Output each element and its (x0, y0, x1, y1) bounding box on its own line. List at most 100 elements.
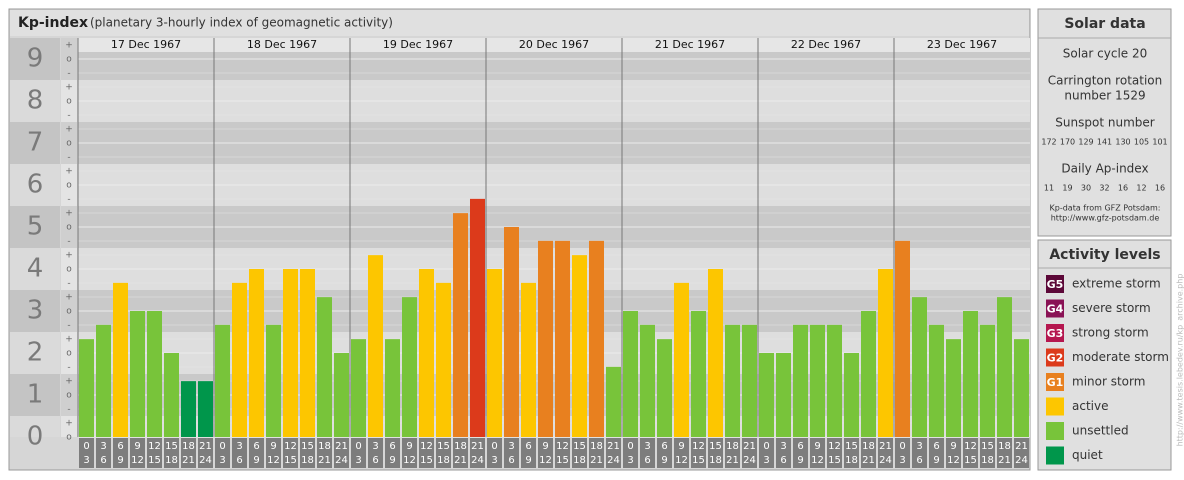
bar (487, 269, 502, 437)
hour-label: 9 (253, 455, 259, 466)
hour-box (980, 438, 995, 468)
hour-label: 9 (117, 455, 123, 466)
bar (504, 227, 519, 437)
day-label: 23 Dec 1967 (927, 38, 997, 51)
hour-label: 18 (301, 455, 314, 466)
hour-box (266, 438, 281, 468)
hour-box (878, 438, 893, 468)
day-label: 21 Dec 1967 (655, 38, 725, 51)
hour-box (334, 438, 349, 468)
bar (368, 255, 383, 437)
hour-label: 15 (148, 455, 161, 466)
hour-label: 0 (219, 441, 225, 452)
hour-box (419, 438, 434, 468)
subtick-label: o (66, 55, 72, 65)
bar (640, 324, 655, 437)
hour-box (470, 438, 485, 468)
hour-box (640, 438, 655, 468)
band-sub-bg (61, 290, 77, 332)
legend-swatch (1046, 299, 1064, 318)
band-sub-bg (61, 122, 77, 164)
hour-box (1014, 438, 1029, 468)
hour-label: 6 (644, 455, 650, 466)
hour-box (351, 438, 366, 468)
legend-swatch (1046, 348, 1064, 367)
day-label: 20 Dec 1967 (519, 38, 589, 51)
hour-label: 15 (556, 455, 569, 466)
bar (470, 198, 485, 437)
sunspot-title: Sunspot number (1055, 116, 1154, 130)
subtick-label: o (66, 433, 72, 443)
hour-box (453, 438, 468, 468)
hour-box (997, 438, 1012, 468)
hour-box (147, 438, 162, 468)
hour-box (215, 438, 230, 468)
carrington: Carrington rotation (1048, 74, 1162, 88)
bar (997, 297, 1012, 437)
subtick-label: o (66, 139, 72, 149)
hour-box (810, 438, 825, 468)
legend-swatch (1046, 275, 1064, 293)
hour-box (793, 438, 808, 468)
hour-box (776, 438, 791, 468)
hour-label: 3 (100, 441, 106, 452)
bar (436, 282, 451, 437)
bar (266, 324, 281, 437)
bar (691, 311, 706, 437)
hour-box (283, 438, 298, 468)
legend-swatch (1046, 397, 1064, 416)
y-tick-label: 9 (27, 44, 44, 74)
hour-label: 9 (661, 455, 667, 466)
subtick-label: o (66, 265, 72, 275)
hour-box (181, 438, 196, 468)
hour-label: 6 (236, 455, 242, 466)
bar (589, 240, 604, 437)
hour-box (844, 438, 859, 468)
subtick-label: o (66, 181, 72, 191)
bar (657, 339, 672, 437)
legend-label: extreme storm (1072, 277, 1161, 291)
hour-box (232, 438, 247, 468)
bar (776, 353, 791, 437)
hour-label: 12 (964, 441, 977, 452)
hour-label: 15 (165, 441, 178, 452)
hour-label: 3 (644, 441, 650, 452)
hour-label: 12 (539, 455, 552, 466)
subtick-label: o (66, 349, 72, 359)
bar (385, 339, 400, 437)
y-tick-label: 5 (27, 212, 44, 242)
bar (130, 311, 145, 437)
sunspot-value: 101 (1152, 138, 1167, 147)
hour-label: 0 (491, 441, 497, 452)
hour-label: 6 (253, 441, 259, 452)
hour-label: 9 (406, 441, 412, 452)
hour-label: 24 (1015, 455, 1028, 466)
hour-label: 6 (117, 441, 123, 452)
bar (215, 324, 230, 437)
legend-code: G4 (1047, 303, 1064, 316)
hour-box (946, 438, 961, 468)
hour-label: 15 (845, 441, 858, 452)
bar (810, 324, 825, 437)
hour-label: 21 (607, 441, 620, 452)
hour-box (691, 438, 706, 468)
hour-label: 3 (627, 455, 633, 466)
bar (521, 282, 536, 437)
hour-box (759, 438, 774, 468)
hour-label: 24 (879, 455, 892, 466)
hour-label: 0 (763, 441, 769, 452)
subtick-label: + (65, 41, 73, 51)
hour-box (385, 438, 400, 468)
legend-label: active (1072, 399, 1108, 413)
hour-label: 18 (726, 441, 739, 452)
subtick-label: + (65, 335, 73, 345)
hour-label: 12 (828, 441, 841, 452)
hour-box (504, 438, 519, 468)
band-label-bg (10, 332, 60, 374)
hour-label: 3 (236, 441, 242, 452)
hour-label: 0 (899, 441, 905, 452)
sunspot-value: 105 (1134, 138, 1149, 147)
hour-label: 3 (491, 455, 497, 466)
bar (198, 381, 213, 437)
hour-label: 6 (661, 441, 667, 452)
